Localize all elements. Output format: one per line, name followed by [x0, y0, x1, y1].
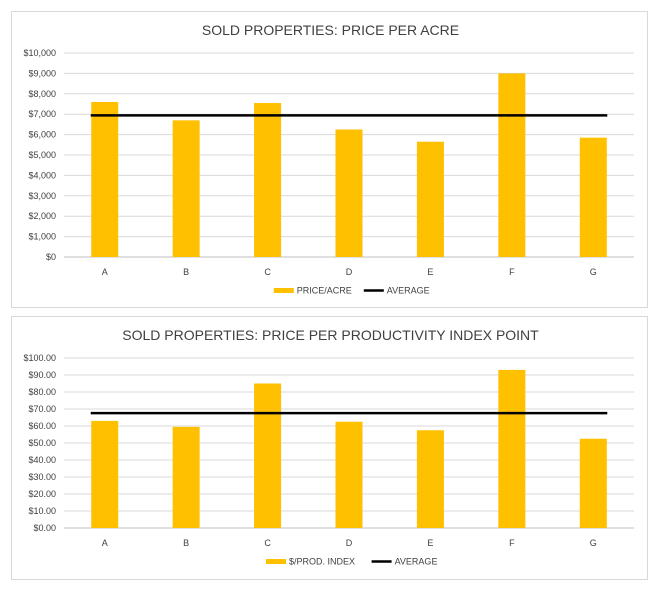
bar-e: [416, 141, 444, 257]
bar-f: [498, 73, 526, 258]
bar-g: [579, 137, 607, 257]
y-tick-label: $2,000: [28, 211, 56, 221]
y-tick-label: $20.00: [28, 489, 56, 499]
x-tick-label: C: [264, 538, 271, 548]
bar-d: [335, 129, 363, 257]
x-tick-label: G: [590, 267, 597, 277]
bar-b: [172, 120, 200, 257]
bar-c: [254, 383, 282, 528]
y-tick-label: $30.00: [28, 472, 56, 482]
chart-title: SOLD PROPERTIES: PRICE PER PRODUCTIVITY …: [122, 327, 539, 343]
y-tick-label: $1,000: [28, 232, 56, 242]
price-per-productivity-chart: SOLD PROPERTIES: PRICE PER PRODUCTIVITY …: [11, 316, 648, 580]
x-tick-label: F: [509, 538, 515, 548]
bar-a: [91, 101, 119, 258]
y-tick-label: $90.00: [28, 370, 56, 380]
y-tick-label: $70.00: [28, 404, 56, 414]
y-tick-label: $9,000: [28, 68, 56, 78]
legend-label-average: AVERAGE: [395, 557, 438, 567]
y-tick-label: $7,000: [28, 109, 56, 119]
y-tick-label: $50.00: [28, 438, 56, 448]
x-tick-label: G: [590, 538, 597, 548]
y-tick-label: $10.00: [28, 506, 56, 516]
x-tick-label: E: [427, 538, 433, 548]
y-tick-label: $10,000: [23, 48, 56, 58]
bar-f: [498, 369, 526, 528]
legend-swatch-bar: [273, 288, 294, 293]
y-tick-label: $8,000: [28, 89, 56, 99]
bar-c: [254, 102, 282, 257]
bar-g: [579, 438, 607, 528]
bar-b: [172, 426, 200, 528]
x-tick-label: A: [102, 538, 108, 548]
chart-title: SOLD PROPERTIES: PRICE PER ACRE: [202, 22, 459, 38]
y-tick-label: $0.00: [33, 523, 56, 533]
legend-label-bar: PRICE/ACRE: [297, 286, 352, 296]
y-tick-label: $0: [46, 252, 56, 262]
x-tick-label: D: [346, 267, 353, 277]
y-tick-label: $6,000: [28, 130, 56, 140]
legend-label-bar: $/PROD. INDEX: [289, 557, 355, 567]
x-tick-label: D: [346, 538, 353, 548]
x-tick-label: B: [183, 538, 189, 548]
bar-a: [91, 420, 119, 528]
y-tick-label: $40.00: [28, 455, 56, 465]
price-per-productivity-svg: SOLD PROPERTIES: PRICE PER PRODUCTIVITY …: [23, 327, 634, 567]
x-tick-label: A: [102, 267, 108, 277]
bar-e: [416, 430, 444, 528]
x-tick-label: F: [509, 267, 515, 277]
x-tick-label: C: [264, 267, 271, 277]
y-tick-label: $3,000: [28, 191, 56, 201]
y-tick-label: $4,000: [28, 170, 56, 180]
x-tick-label: E: [427, 267, 433, 277]
bar-d: [335, 421, 363, 528]
x-tick-label: B: [183, 267, 189, 277]
price-per-acre-svg: SOLD PROPERTIES: PRICE PER ACRE $0 $1,000…: [23, 22, 634, 296]
y-tick-label: $80.00: [28, 387, 56, 397]
y-tick-label: $5,000: [28, 150, 56, 160]
y-tick-label: $100.00: [23, 353, 56, 363]
legend-swatch-bar: [266, 559, 286, 564]
legend-label-average: AVERAGE: [387, 286, 430, 296]
y-tick-label: $60.00: [28, 421, 56, 431]
price-per-acre-chart: SOLD PROPERTIES: PRICE PER ACRE $0 $1,000…: [11, 11, 648, 308]
